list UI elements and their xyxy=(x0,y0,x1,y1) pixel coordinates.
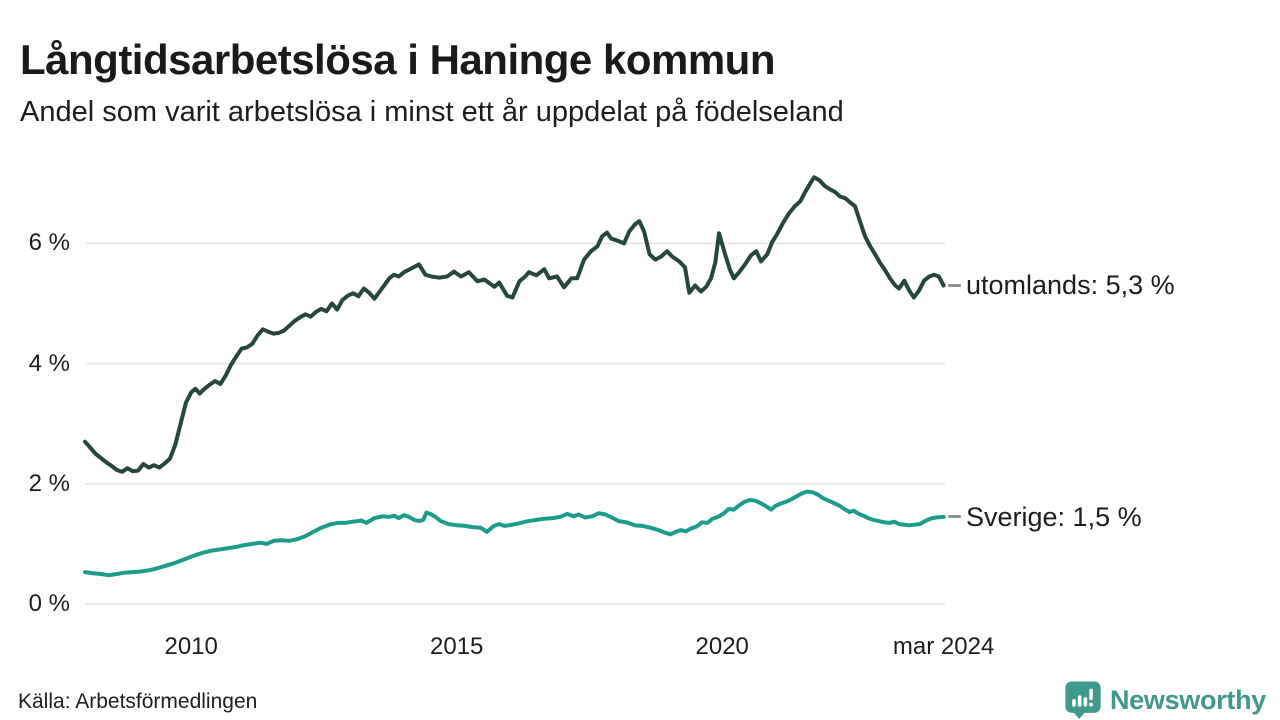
newsworthy-logo[interactable]: Newsworthy xyxy=(1064,680,1266,720)
x-tick-label: 2015 xyxy=(429,633,484,660)
series-label-text: utomlands: 5,3 % xyxy=(966,270,1175,301)
y-tick-label: 2 % xyxy=(28,469,70,497)
newsworthy-wordmark: Newsworthy xyxy=(1109,684,1266,715)
series-label-text: Sverige: 1,5 % xyxy=(966,501,1142,532)
y-tick-label: 0 % xyxy=(28,590,70,617)
y-tick-label: 6 % xyxy=(28,229,70,257)
line-utomlands xyxy=(83,175,946,474)
series-label-utomlands: utomlands: 5,3 % xyxy=(948,268,1175,302)
label-connector-dash xyxy=(948,283,961,287)
x-tick-label: 2020 xyxy=(695,633,749,660)
x-tick-label: 2010 xyxy=(164,633,218,660)
chart-subtitle: Andel som varit arbetslösa i minst ett å… xyxy=(20,96,844,128)
x-tick-label: mar 2024 xyxy=(892,633,995,660)
series-label-sverige: Sverige: 1,5 % xyxy=(948,500,1142,534)
y-tick-label: 4 % xyxy=(28,349,70,377)
source-credit: Källa: Arbetsförmedlingen xyxy=(18,690,258,713)
newsworthy-bubble-chart-icon xyxy=(1065,681,1101,719)
line-sverige xyxy=(83,489,946,578)
chart-title: Långtidsarbetslösa i Haninge kommun xyxy=(20,36,775,84)
label-connector-dash xyxy=(948,515,961,519)
